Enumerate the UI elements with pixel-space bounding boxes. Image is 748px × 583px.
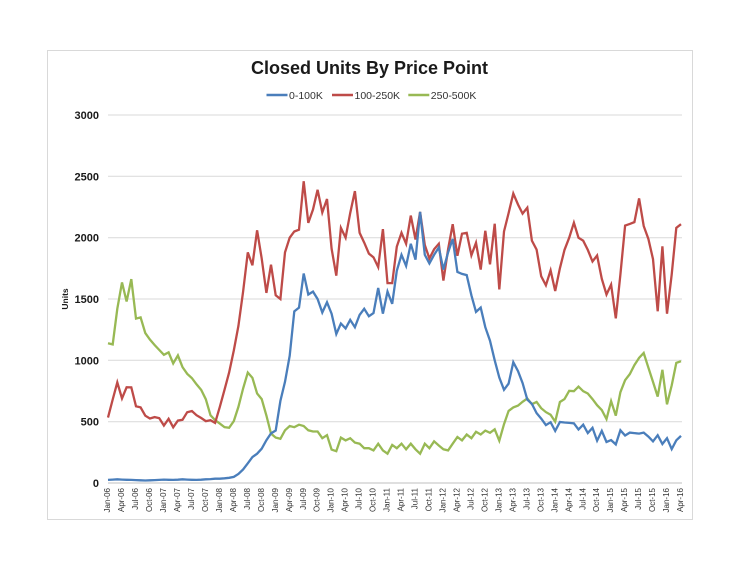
svg-text:Jan-09: Jan-09 [271, 487, 280, 512]
svg-text:1000: 1000 [75, 355, 99, 367]
svg-text:Jan-07: Jan-07 [159, 487, 168, 512]
svg-text:250-500K: 250-500K [431, 90, 477, 102]
svg-text:Jan-12: Jan-12 [439, 487, 448, 512]
svg-text:Jul-15: Jul-15 [634, 487, 643, 509]
svg-text:Apr-11: Apr-11 [397, 487, 406, 511]
svg-text:Apr-16: Apr-16 [676, 487, 685, 512]
svg-text:0-100K: 0-100K [289, 90, 323, 102]
svg-text:Units: Units [60, 288, 70, 310]
svg-text:Jul-08: Jul-08 [243, 487, 252, 509]
svg-text:Jan-13: Jan-13 [494, 487, 503, 512]
svg-text:500: 500 [81, 417, 99, 429]
svg-text:Oct-12: Oct-12 [480, 487, 489, 512]
svg-text:Jul-06: Jul-06 [131, 487, 140, 509]
svg-text:0: 0 [93, 478, 99, 490]
svg-text:Oct-11: Oct-11 [425, 487, 434, 511]
svg-text:Oct-15: Oct-15 [648, 487, 657, 512]
svg-text:Closed Units By Price Point: Closed Units By Price Point [251, 58, 488, 78]
svg-text:Jul-11: Jul-11 [411, 487, 420, 509]
svg-text:Oct-10: Oct-10 [369, 487, 378, 512]
svg-text:100-250K: 100-250K [355, 90, 401, 102]
svg-text:2500: 2500 [75, 171, 99, 183]
svg-text:Oct-13: Oct-13 [536, 487, 545, 512]
svg-text:Jan-14: Jan-14 [550, 487, 559, 512]
svg-text:Jul-14: Jul-14 [578, 487, 587, 509]
svg-text:Apr-07: Apr-07 [173, 487, 182, 512]
svg-text:Jan-11: Jan-11 [383, 487, 392, 511]
svg-text:Apr-08: Apr-08 [229, 487, 238, 512]
svg-text:Jul-13: Jul-13 [522, 487, 531, 509]
svg-text:Apr-12: Apr-12 [453, 487, 462, 512]
svg-text:Apr-09: Apr-09 [285, 487, 294, 512]
svg-text:1500: 1500 [75, 294, 99, 306]
svg-text:Oct-14: Oct-14 [592, 487, 601, 512]
svg-text:Jul-12: Jul-12 [467, 487, 476, 509]
svg-text:Jan-10: Jan-10 [327, 487, 336, 512]
svg-text:Jul-07: Jul-07 [187, 487, 196, 509]
svg-text:Oct-09: Oct-09 [313, 487, 322, 512]
svg-text:Jan-06: Jan-06 [103, 487, 112, 512]
svg-text:Oct-07: Oct-07 [201, 487, 210, 512]
svg-text:2000: 2000 [75, 233, 99, 245]
svg-text:Jul-10: Jul-10 [355, 487, 364, 509]
svg-text:Apr-06: Apr-06 [117, 487, 126, 512]
svg-text:Apr-14: Apr-14 [564, 487, 573, 512]
svg-text:Jan-16: Jan-16 [662, 487, 671, 512]
svg-text:Jan-08: Jan-08 [215, 487, 224, 512]
svg-text:Jul-09: Jul-09 [299, 487, 308, 509]
svg-text:Oct-06: Oct-06 [145, 487, 154, 512]
svg-text:3000: 3000 [75, 110, 99, 122]
svg-text:Jan-15: Jan-15 [606, 487, 615, 512]
svg-text:Apr-10: Apr-10 [341, 487, 350, 512]
svg-text:Apr-15: Apr-15 [620, 487, 629, 512]
svg-text:Oct-08: Oct-08 [257, 487, 266, 512]
svg-text:Apr-13: Apr-13 [508, 487, 517, 512]
